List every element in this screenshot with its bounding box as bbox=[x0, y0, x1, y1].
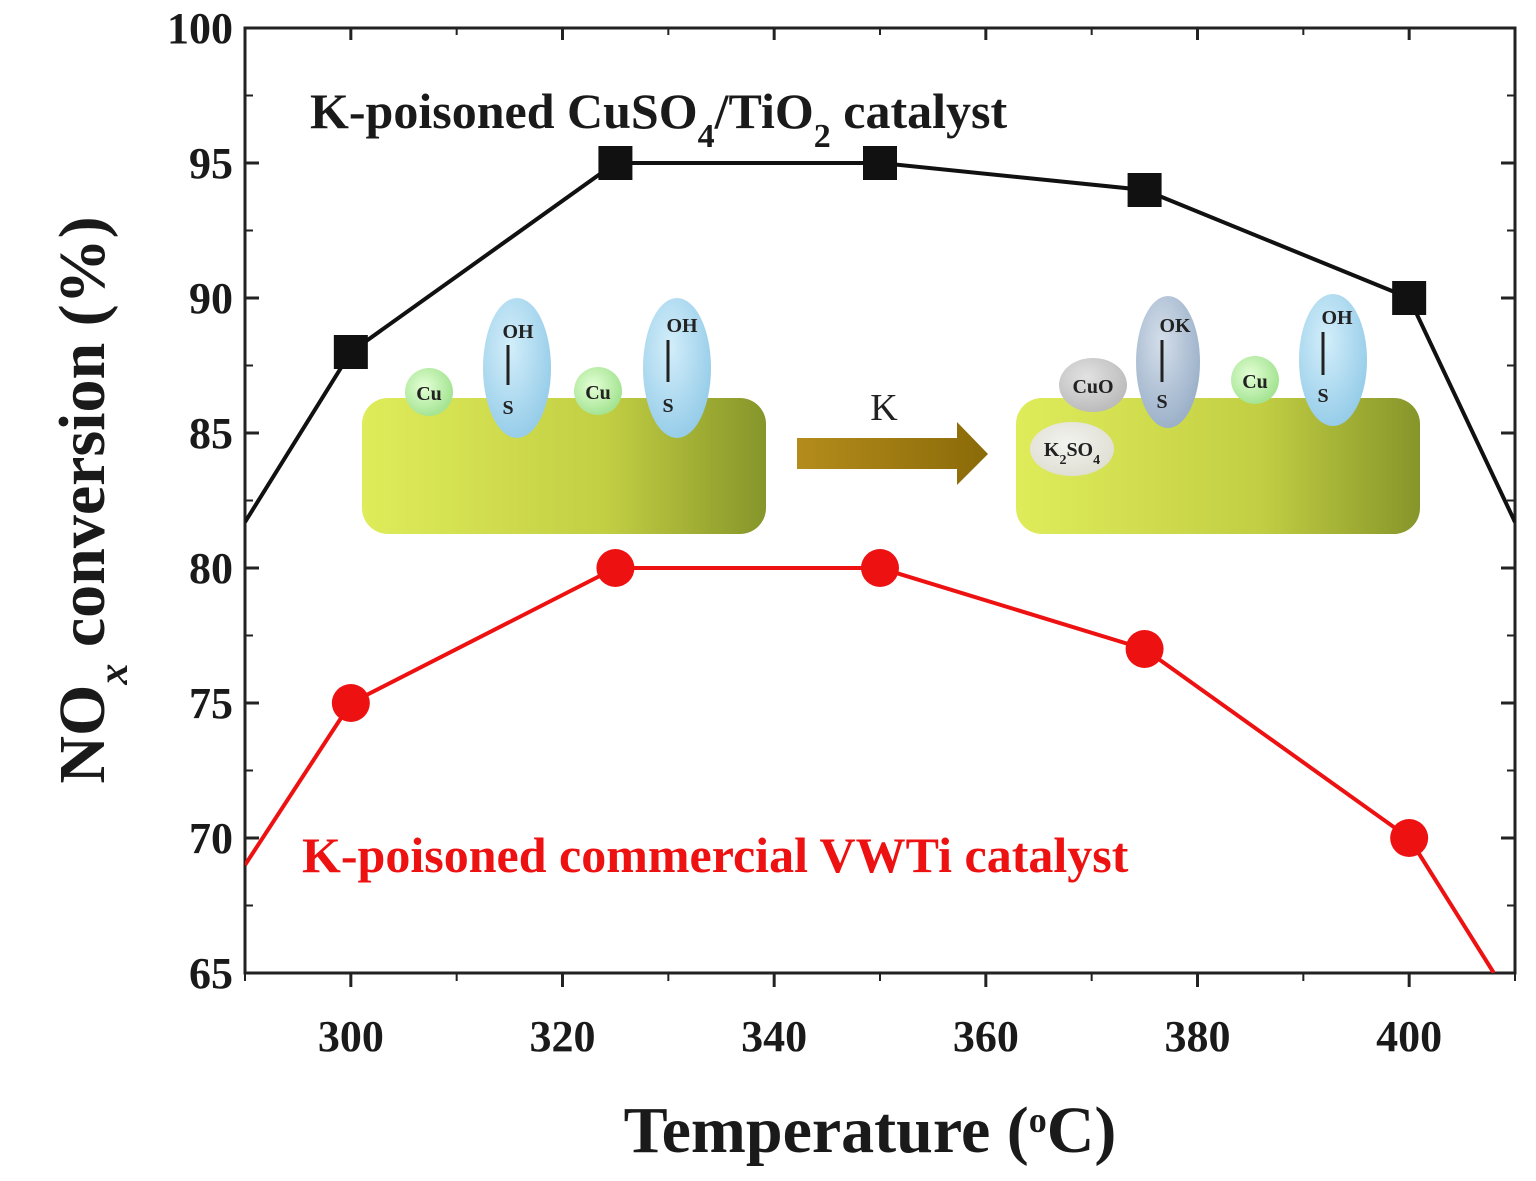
y-tick-label: 100 bbox=[167, 4, 233, 53]
oh-bubble-left-2 bbox=[643, 298, 711, 438]
reaction-arrow: K bbox=[797, 387, 988, 485]
cu-label-left-1: Cu bbox=[416, 383, 442, 405]
s-label-left-2: S bbox=[662, 395, 673, 417]
oh-bubble-left-1 bbox=[483, 298, 551, 438]
arrow-shape bbox=[797, 422, 988, 485]
oh-bubble-right bbox=[1299, 294, 1367, 426]
x-tick-label: 320 bbox=[530, 1012, 596, 1061]
series-layer bbox=[245, 146, 1515, 973]
x-tick-label: 300 bbox=[318, 1012, 384, 1061]
x-tick-label: 380 bbox=[1165, 1012, 1231, 1061]
data-point-square bbox=[1127, 173, 1162, 207]
y-axis-ticks: 65 70 75 80 85 90 95 100 bbox=[167, 4, 1515, 998]
cu-particle-left-1 bbox=[405, 368, 453, 416]
oh-label-right: OH bbox=[1321, 307, 1353, 329]
data-point-circle bbox=[1125, 630, 1164, 668]
data-point-square bbox=[598, 146, 633, 180]
s-label-right-1: S bbox=[1156, 391, 1167, 413]
x-tick-label: 400 bbox=[1376, 1012, 1442, 1061]
arrow-label: K bbox=[870, 387, 898, 429]
y-tick-label: 95 bbox=[189, 139, 233, 188]
y-tick-label: 65 bbox=[189, 949, 233, 998]
y-axis-title: NOx conversion (%) bbox=[46, 216, 137, 783]
cu-particle-left-2 bbox=[574, 367, 622, 415]
x-axis-title: Temperature (oC) bbox=[624, 1094, 1117, 1167]
x-tick-label: 340 bbox=[741, 1012, 807, 1061]
s-label-right-2: S bbox=[1317, 385, 1328, 407]
data-point-circle bbox=[331, 684, 370, 722]
data-point-square bbox=[333, 335, 368, 369]
catalyst-support-right bbox=[1016, 398, 1420, 534]
y-tick-label: 90 bbox=[189, 274, 233, 323]
series-line-1 bbox=[245, 566, 1496, 973]
data-point-circle bbox=[861, 549, 899, 587]
series-label-cuso4: K-poisoned CuSO4/TiO2 catalyst bbox=[310, 83, 1007, 155]
cu-label-left-2: Cu bbox=[585, 382, 611, 404]
cu-label-right: Cu bbox=[1242, 371, 1268, 393]
cuo-particle bbox=[1059, 358, 1127, 412]
k2so4-label: K2SO4 bbox=[1044, 439, 1100, 468]
ok-label: OK bbox=[1159, 315, 1191, 337]
y-tick-label: 85 bbox=[189, 409, 233, 458]
catalyst-support-left bbox=[362, 398, 766, 534]
ok-bubble bbox=[1136, 296, 1200, 428]
data-point-square bbox=[1392, 281, 1427, 315]
cuo-label: CuO bbox=[1072, 376, 1113, 398]
x-axis-ticks: 300 320 340 360 380 400 bbox=[244, 28, 1516, 1061]
y-tick-label: 75 bbox=[189, 679, 233, 728]
y-tick-label: 80 bbox=[189, 544, 233, 593]
data-point-circle bbox=[596, 549, 635, 587]
oh-label-left-1: OH bbox=[502, 321, 534, 343]
y-tick-label: 70 bbox=[189, 814, 233, 863]
oh-label-left-2: OH bbox=[666, 315, 698, 337]
data-point-circle bbox=[1390, 819, 1429, 857]
scheme-right: CuO OK S Cu OH S K2SO4 bbox=[1016, 294, 1420, 534]
series-label-vwti: K-poisoned commercial VWTi catalyst bbox=[302, 827, 1129, 883]
s-label-left-1: S bbox=[502, 397, 513, 419]
cu-particle-right bbox=[1231, 356, 1279, 404]
scheme-left: Cu Cu OH S OH S bbox=[362, 298, 766, 534]
data-point-square bbox=[863, 146, 897, 180]
x-tick-label: 360 bbox=[953, 1012, 1019, 1061]
k2so4-particle bbox=[1030, 422, 1114, 476]
